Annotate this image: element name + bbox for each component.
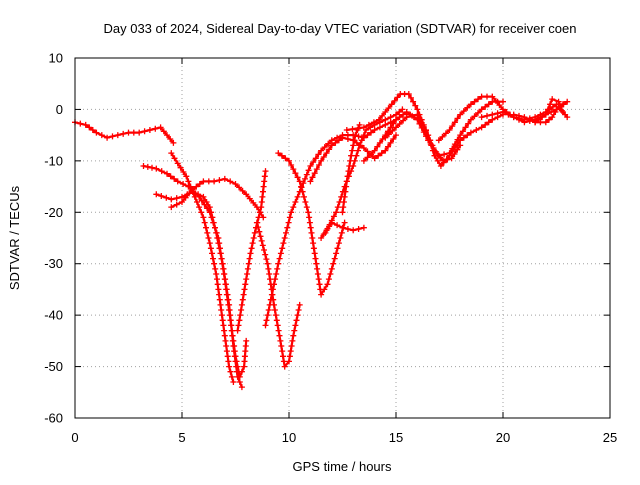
data-series-9	[275, 150, 348, 298]
y-tick-label: -20	[44, 205, 63, 220]
series-markers	[382, 111, 506, 169]
data-series-20	[532, 96, 566, 126]
y-tick-label: -60	[44, 411, 63, 426]
chart-title: Day 033 of 2024, Sidereal Day-to-day VTE…	[103, 21, 576, 36]
series-markers	[253, 219, 303, 370]
x-tick-label: 0	[71, 430, 78, 445]
series-markers	[168, 175, 267, 221]
x-tick-label: 10	[282, 430, 296, 445]
y-tick-label: 0	[56, 102, 63, 117]
y-tick-label: 10	[49, 51, 63, 66]
x-axis-label: GPS time / hours	[293, 459, 392, 474]
x-tick-label: 15	[389, 430, 403, 445]
data-series-14	[343, 91, 464, 164]
series-markers	[275, 150, 348, 298]
data-series-3	[153, 188, 245, 391]
x-tick-label: 20	[496, 430, 510, 445]
series-markers	[532, 96, 566, 126]
series-markers	[307, 132, 399, 185]
y-axis-label: SDTVAR / TECUs	[7, 185, 22, 290]
data-series-7	[253, 219, 303, 370]
y-tick-label: -40	[44, 308, 63, 323]
data-series-5	[168, 175, 267, 221]
series-markers	[153, 188, 245, 391]
series-markers	[168, 150, 237, 385]
tick-layer: 0 5 10 15 20 25 -60 -50 -40 -30 -20 -10 0 10	[44, 51, 617, 446]
data-series-4	[168, 150, 237, 385]
x-tick-label: 5	[178, 430, 185, 445]
y-tick-label: -30	[44, 256, 63, 271]
data-series-16	[382, 111, 506, 169]
y-tick-label: -10	[44, 153, 63, 168]
data-series-1	[72, 119, 177, 146]
y-tick-label: -50	[44, 359, 63, 374]
plot-frame	[74, 57, 611, 419]
series-markers	[322, 106, 406, 236]
data-series-13	[322, 106, 406, 236]
series-markers	[343, 91, 464, 164]
x-tick-label: 25	[603, 430, 617, 445]
series-layer	[72, 91, 571, 391]
